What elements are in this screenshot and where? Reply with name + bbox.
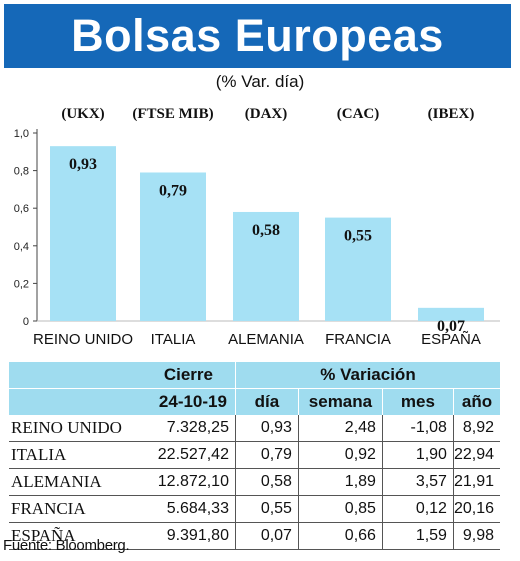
row-cierre: 22.527,42	[130, 441, 236, 469]
row-ano: 9,98	[452, 522, 500, 550]
index-label: (DAX)	[245, 106, 288, 122]
row-dia: 0,79	[234, 441, 299, 469]
index-label: (CAC)	[337, 106, 380, 122]
header-mes: mes	[381, 388, 454, 415]
header-ano: año	[452, 388, 500, 415]
header-fecha: 24-10-19	[130, 388, 236, 415]
source-note: Fuente: Bloomberg.	[3, 537, 130, 554]
bar	[325, 217, 391, 321]
header-dia: día	[234, 388, 299, 415]
table-row: ITALIA 22.527,42 0,79 0,92 1,90 22,94	[9, 441, 500, 469]
row-semana: 0,66	[297, 522, 383, 550]
row-ano: 21,91	[452, 468, 500, 496]
row-semana: 2,48	[297, 415, 383, 442]
row-ano: 22,94	[452, 441, 500, 469]
y-tick-label: 0,6	[14, 203, 29, 215]
table-row: REINO UNIDO 7.328,25 0,93 2,48 -1,08 8,92	[9, 415, 500, 442]
y-tick-label: 0,8	[14, 166, 29, 178]
chart-subtitle: (% Var. día)	[215, 72, 305, 91]
header-variacion: % Variación	[234, 362, 500, 389]
row-ano: 20,16	[452, 495, 500, 523]
row-name: REINO UNIDO	[9, 415, 131, 442]
row-mes: 1,59	[381, 522, 454, 550]
index-label: (UKX)	[61, 106, 104, 122]
index-label: (IBEX)	[428, 106, 475, 122]
row-dia: 0,93	[234, 415, 299, 442]
row-mes: 1,90	[381, 441, 454, 469]
row-cierre: 12.872,10	[130, 468, 236, 496]
index-label: (FTSE MIB)	[132, 106, 213, 122]
row-semana: 1,89	[297, 468, 383, 496]
row-cierre: 9.391,80	[130, 522, 236, 550]
row-semana: 0,85	[297, 495, 383, 523]
row-dia: 0,07	[234, 522, 299, 550]
bar	[233, 211, 299, 321]
data-table: Cierre % Variación 24-10-19 día semana m…	[9, 362, 500, 550]
row-semana: 0,92	[297, 441, 383, 469]
row-name: FRANCIA	[9, 495, 131, 523]
x-category-label: FRANCIA	[325, 331, 391, 348]
bar-chart: 0 0,2 0,4 0,6 0,8 1,0 0,93 (UKX) REINO UNIDO 0,79…	[14, 106, 500, 348]
row-ano: 8,92	[452, 415, 500, 442]
y-tick-label: 0,4	[14, 241, 29, 253]
row-cierre: 7.328,25	[130, 415, 236, 442]
table-row: ESPAÑA 9.391,80 0,07 0,66 1,59 9,98	[9, 522, 500, 550]
bar	[418, 307, 484, 321]
row-name: ALEMANIA	[9, 468, 131, 496]
x-category-label: ALEMANIA	[228, 331, 304, 348]
x-category-label: ESPAÑA	[421, 331, 481, 348]
row-mes: -1,08	[381, 415, 454, 442]
bar-value-label: 0,93	[69, 156, 97, 173]
bar-value-label: 0,55	[344, 228, 372, 245]
row-name: ESPAÑA	[9, 522, 131, 550]
x-category-label: REINO UNIDO	[33, 331, 133, 348]
bar	[140, 172, 206, 321]
header-semana: semana	[297, 388, 383, 415]
row-mes: 3,57	[381, 468, 454, 496]
row-dia: 0,55	[234, 495, 299, 523]
table-row: ALEMANIA 12.872,10 0,58 1,89 3,57 21,91	[9, 468, 500, 496]
y-tick-label: 1,0	[14, 128, 29, 140]
row-cierre: 5.684,33	[130, 495, 236, 523]
y-tick-label: 0,2	[14, 278, 29, 290]
chart-title: Bolsas Europeas	[4, 4, 511, 68]
header-cierre: Cierre	[9, 362, 236, 389]
x-category-label: ITALIA	[151, 331, 196, 348]
bar	[50, 146, 116, 321]
bar-value-label: 0,79	[159, 182, 187, 199]
bar-value-label: 0,58	[252, 222, 280, 239]
row-name: ITALIA	[9, 441, 131, 469]
table-row: FRANCIA 5.684,33 0,55 0,85 0,12 20,16	[9, 495, 500, 523]
y-tick-label: 0	[23, 316, 29, 328]
row-dia: 0,58	[234, 468, 299, 496]
bar-value-label: 0,07	[437, 318, 465, 335]
row-mes: 0,12	[381, 495, 454, 523]
